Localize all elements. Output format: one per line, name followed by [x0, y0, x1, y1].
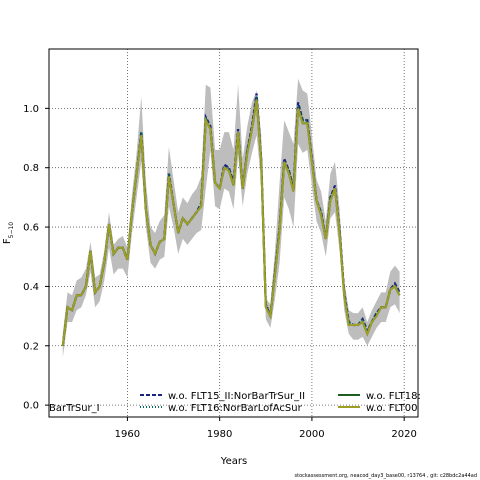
x-tick-label: 2020 [391, 429, 416, 440]
legend-label: w.o. FLT15_II:NorBarTrSur_II [168, 391, 305, 402]
y-tick-label: 0.0 [23, 401, 39, 412]
y-axis-ticks: 0.0 0.2 0.4 0.6 0.8 1.0 [23, 104, 49, 412]
grid-lines [49, 49, 418, 417]
x-tick-label: 1980 [207, 429, 232, 440]
x-tick-label: 1960 [115, 429, 140, 440]
y-tick-label: 1.0 [23, 104, 39, 115]
y-tick-label: 0.4 [23, 282, 39, 293]
y-axis-label-text: F5−10 [2, 222, 15, 244]
y-tick-label: 0.8 [23, 163, 39, 174]
x-axis-label: Years [220, 456, 247, 467]
y-tick-label: 0.6 [23, 223, 39, 234]
y-tick-label: 0.2 [23, 341, 39, 352]
legend: BarTrSur_I w.o. FLT15_II:NorBarTrSur_IIw… [49, 391, 421, 414]
y-axis-label: F5−10 [2, 222, 15, 244]
series-line-4 [61, 99, 401, 346]
x-axis-ticks: 1960 1980 2000 2020 [115, 417, 417, 440]
y-axis-label-main: F [2, 238, 13, 244]
plot-frame [48, 48, 419, 418]
legend-label: w.o. FLT16:NorBarLofAcSur [168, 403, 303, 414]
legend-label: w.o. FLT18: [366, 391, 421, 402]
y-axis-label-subscript: 5−10 [8, 222, 15, 239]
legend-label: w.o. FLT00 [366, 403, 418, 414]
footer-caption: stockassessment.org, neacod_day3_base00,… [294, 473, 478, 479]
legend-clipped-text: BarTrSur_I [49, 403, 100, 414]
x-tick-label: 2000 [299, 429, 324, 440]
series-lines [61, 93, 401, 346]
